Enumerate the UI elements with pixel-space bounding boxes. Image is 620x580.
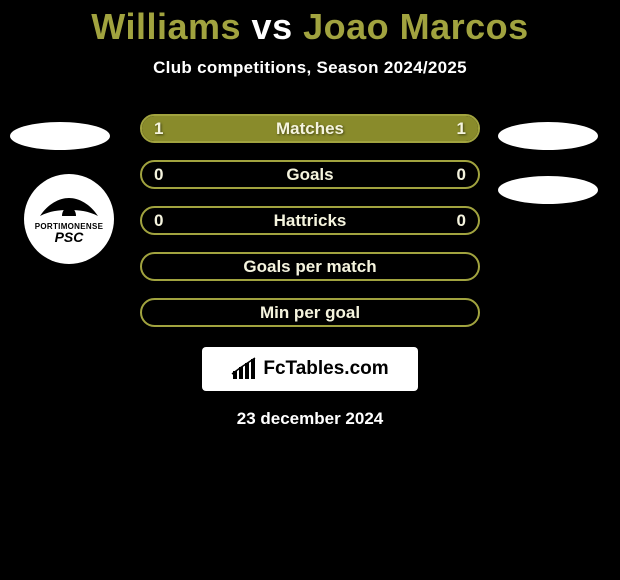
player1-club-badge: PORTIMONENSE PSC — [24, 174, 114, 264]
stat-row: 1 1 Matches — [140, 114, 480, 143]
player1-avatar-placeholder — [10, 122, 110, 150]
player2-club-placeholder — [498, 176, 598, 204]
bar-chart-icon — [231, 357, 259, 381]
stat-label: Goals — [286, 165, 333, 185]
vs-label: vs — [252, 6, 293, 47]
stat-row: Min per goal — [140, 298, 480, 327]
comparison-card: Williams vs Joao Marcos Club competition… — [0, 0, 620, 429]
player2-name: Joao Marcos — [303, 6, 529, 47]
eagle-icon — [34, 194, 104, 224]
date-label: 23 december 2024 — [0, 409, 620, 429]
stat-value-right: 0 — [457, 165, 466, 185]
stat-row: 0 0 Hattricks — [140, 206, 480, 235]
stat-label: Matches — [276, 119, 344, 139]
stat-value-left: 0 — [154, 165, 163, 185]
subtitle: Club competitions, Season 2024/2025 — [0, 58, 620, 78]
page-title: Williams vs Joao Marcos — [0, 0, 620, 48]
stat-value-right: 0 — [457, 211, 466, 231]
stat-row: Goals per match — [140, 252, 480, 281]
stat-value-left: 1 — [154, 119, 163, 139]
player2-avatar-placeholder — [498, 122, 598, 150]
stat-label: Goals per match — [243, 257, 376, 277]
club-badge-abbr: PSC — [55, 229, 84, 245]
stat-value-left: 0 — [154, 211, 163, 231]
footer-site-name: FcTables.com — [263, 358, 388, 380]
stat-label: Min per goal — [260, 303, 360, 323]
stat-label: Hattricks — [274, 211, 347, 231]
stat-value-right: 1 — [457, 119, 466, 139]
player1-name: Williams — [91, 6, 241, 47]
stat-row: 0 0 Goals — [140, 160, 480, 189]
footer-attribution[interactable]: FcTables.com — [202, 347, 418, 391]
